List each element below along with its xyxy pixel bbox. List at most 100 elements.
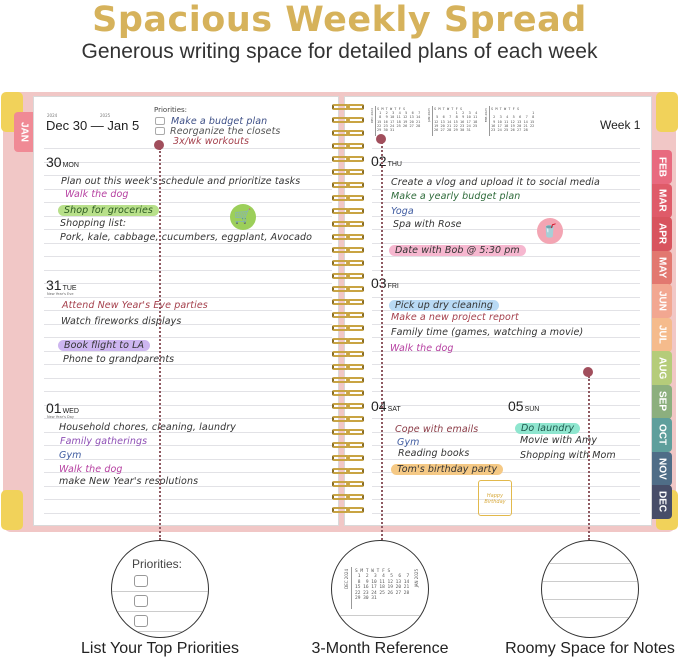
- tab-may[interactable]: MAY: [652, 250, 672, 285]
- planner-entry: Book flight to LA: [58, 340, 151, 351]
- ruled-line: [44, 188, 332, 190]
- ruled-line: [372, 323, 640, 325]
- spiral-ring: [346, 494, 364, 500]
- birthday-cake-icon: Happy Birthday: [478, 480, 512, 516]
- tab-sep[interactable]: SEP: [652, 384, 672, 419]
- ruled-line: [44, 350, 332, 352]
- ruled-line: [372, 215, 640, 217]
- planner-entry: Walk the dog: [65, 189, 129, 200]
- priorities-detail-circle: Priorities:: [111, 540, 209, 638]
- tab-nov[interactable]: NOV: [652, 451, 672, 486]
- spiral-ring: [346, 403, 364, 409]
- tab-jul[interactable]: JUL: [652, 317, 672, 352]
- priority-item: Make a budget plan: [171, 116, 268, 127]
- priority-checkbox[interactable]: [155, 117, 165, 125]
- spiral-ring: [332, 455, 350, 461]
- planner-entry: Walk the dog: [59, 464, 123, 475]
- ruled-line: [372, 229, 640, 230]
- mini-calendar-dec: S M T W T F S 1 2 3 4 5 6 7 8 9 10 11 12…: [355, 569, 410, 602]
- ruled-line: [44, 269, 332, 271]
- ruled-line: [372, 242, 640, 244]
- ruled-line: [44, 391, 332, 392]
- ruled-line: [44, 310, 332, 311]
- day-number: 30: [46, 154, 62, 170]
- spiral-ring: [346, 104, 364, 110]
- spiral-ring: [346, 234, 364, 240]
- ruled-line: [44, 431, 332, 433]
- tab-label: JUL: [656, 325, 668, 344]
- planner-entry: Make a yearly budget plan: [391, 191, 521, 202]
- planner-entry: Shop for groceries: [58, 205, 159, 216]
- spiral-ring: [346, 429, 364, 435]
- spiral-ring: [332, 312, 350, 318]
- ruled-line: [44, 202, 332, 203]
- tab-jan[interactable]: JAN: [14, 112, 34, 152]
- spiral-ring: [332, 143, 350, 149]
- spiral-ring: [346, 507, 364, 513]
- planner-entry: Cope with emails: [395, 424, 479, 435]
- spiral-ring: [332, 429, 350, 435]
- spiral-ring: [332, 390, 350, 396]
- ruled-line: [372, 391, 640, 392]
- tab-label: SEP: [656, 391, 668, 412]
- drink-cup-icon: 🥤: [537, 218, 563, 244]
- spiral-ring: [346, 364, 364, 370]
- left-page: [33, 96, 339, 526]
- day-of-week: TUE: [62, 285, 77, 292]
- planner-entry: Yoga: [391, 206, 414, 217]
- tab-label: JUN: [656, 290, 668, 311]
- day-header: 02THU: [371, 153, 402, 169]
- ruled-line: [44, 256, 332, 257]
- ruled-line: [44, 404, 332, 406]
- ruled-line: [372, 148, 640, 149]
- planner-entry: Watch fireworks displays: [61, 316, 182, 327]
- priority-checkbox[interactable]: [155, 127, 165, 135]
- ruled-line: [44, 229, 332, 230]
- spiral-ring: [346, 195, 364, 201]
- priorities-detail-label: Priorities:: [132, 557, 183, 571]
- ruled-line: [372, 418, 640, 419]
- date-range: Dec 30 — Jan 5: [46, 118, 140, 133]
- tab-mar[interactable]: MAR: [652, 183, 672, 218]
- day-of-week: THU: [387, 161, 402, 168]
- divider: [375, 106, 376, 136]
- divider: [432, 106, 433, 136]
- tab-jun[interactable]: JUN: [652, 284, 672, 318]
- spiral-ring: [346, 156, 364, 162]
- planner-entry: Shopping with Mom: [520, 450, 616, 461]
- callout-dot: [583, 367, 593, 377]
- spiral-ring: [332, 182, 350, 188]
- tab-label: MAY: [656, 256, 668, 279]
- tab-label: NOV: [656, 457, 668, 480]
- checkbox-icon: [134, 615, 148, 627]
- holiday-label: New Year's Day: [47, 415, 74, 419]
- ruled-line: [372, 364, 640, 365]
- ruled-line: [372, 377, 640, 379]
- spiral-ring: [332, 351, 350, 357]
- planner-entry: make New Year's resolutions: [59, 476, 199, 487]
- tab-feb[interactable]: FEB: [652, 150, 672, 184]
- spiral-ring: [332, 169, 350, 175]
- planner-entry: Plan out this week's schedule and priori…: [61, 176, 301, 187]
- day-header: 01WED: [46, 400, 79, 416]
- spiral-ring: [346, 455, 364, 461]
- spiral-ring: [332, 156, 350, 162]
- day-header: 30MON: [46, 154, 79, 170]
- feature-caption: 3-Month Reference: [311, 640, 449, 657]
- tab-oct[interactable]: OCT: [652, 418, 672, 452]
- day-of-week: WED: [62, 408, 79, 415]
- spiral-ring: [332, 338, 350, 344]
- day-number: 01: [46, 400, 62, 416]
- tab-aug[interactable]: AUG: [652, 351, 672, 385]
- tab-apr[interactable]: APR: [652, 217, 672, 251]
- ruled-line: [44, 377, 332, 379]
- spiral-ring: [332, 208, 350, 214]
- day-of-week: SUN: [524, 406, 540, 413]
- spiral-ring: [332, 481, 350, 487]
- spiral-ring: [332, 442, 350, 448]
- spiral-ring: [346, 273, 364, 279]
- tab-dec[interactable]: DEC: [652, 485, 672, 519]
- corner-protector: [656, 92, 678, 132]
- ruled-line: [44, 242, 332, 244]
- day-of-week: MON: [62, 162, 79, 169]
